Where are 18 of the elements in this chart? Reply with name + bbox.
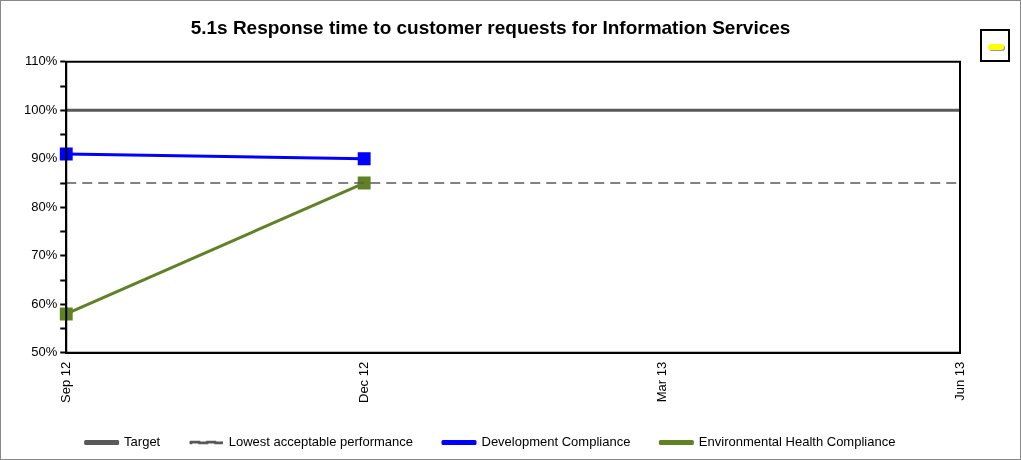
x-tick-label: Dec 12 — [355, 361, 371, 403]
y-tick-label: 80% — [31, 198, 58, 214]
y-tick-label: 50% — [31, 344, 58, 360]
y-tick-label: 90% — [31, 150, 58, 166]
legend-label: Environmental Health Compliance — [698, 434, 896, 450]
point — [357, 152, 371, 166]
x-tick-label: Sep 12 — [57, 361, 73, 403]
y-tick-label: 70% — [31, 247, 58, 263]
x-tick-label: Jun 13 — [951, 361, 967, 401]
legend-label: Target — [124, 434, 161, 450]
y-tick-label: 60% — [31, 295, 58, 311]
y-tick-label: 110% — [24, 53, 58, 69]
x-tick-label: Mar 13 — [653, 361, 669, 403]
point — [59, 147, 73, 161]
y-tick-label: 100% — [24, 101, 58, 117]
legend-label: Development Compliance — [481, 434, 631, 450]
chart-title: 5.1s Response time to customer requests for Information Services — [190, 16, 791, 38]
legend-label: Lowest acceptable performance — [228, 434, 414, 450]
